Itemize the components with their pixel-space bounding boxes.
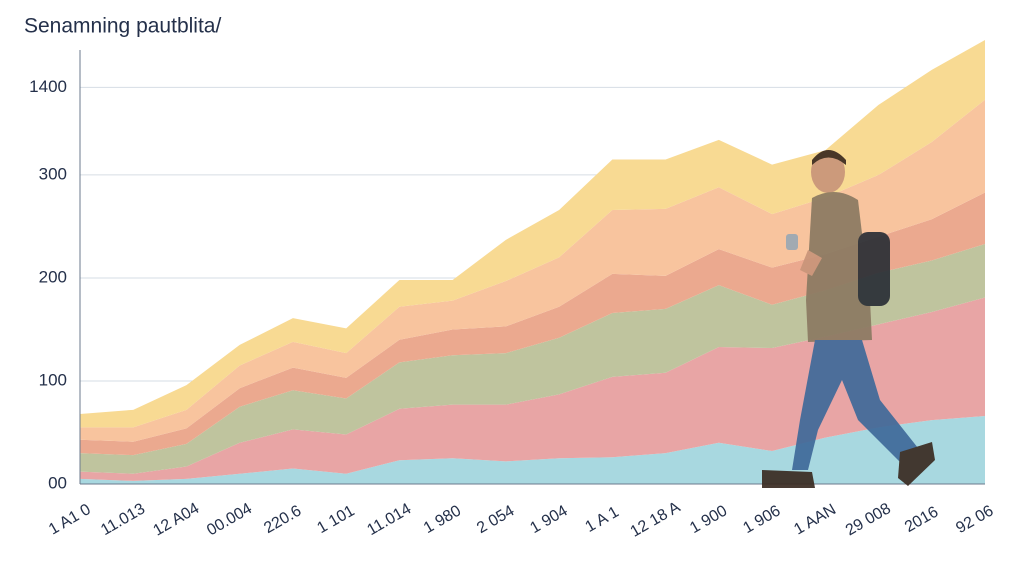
x-tick-label: 1 A1 0 — [46, 501, 94, 538]
x-tick-label: 1 904 — [527, 502, 570, 537]
x-tick-label: 12 18 A — [628, 499, 684, 541]
area — [80, 243, 985, 474]
area — [80, 416, 985, 484]
y-tick-label: 200 — [39, 267, 67, 286]
x-tick-label: 11.013 — [98, 500, 148, 539]
area — [80, 297, 985, 481]
y-tick-label: 1400 — [29, 77, 67, 96]
x-tick-label: 1 900 — [687, 502, 730, 537]
x-tick-label: 2016 — [902, 503, 941, 536]
x-tick-label: 12 A04 — [151, 500, 203, 540]
x-tick-label: 11.014 — [364, 500, 414, 539]
person — [762, 150, 935, 488]
x-tick-label: 1 AAN — [791, 501, 839, 538]
x-tick-label: 1 906 — [740, 502, 783, 537]
area — [80, 99, 985, 442]
x-tick-label: 220.6 — [261, 502, 304, 537]
y-tick-label: 100 — [39, 370, 67, 389]
area — [80, 192, 985, 456]
x-tick-label: 1 980 — [421, 502, 464, 537]
area — [80, 39, 985, 428]
x-tick-label: 29 008 — [843, 500, 894, 539]
y-tick-label: 300 — [39, 164, 67, 183]
chart-title: Senamning pautblita/ — [24, 15, 221, 38]
x-tick-label: 92 06 — [953, 502, 996, 537]
x-tick-label: 1 101 — [314, 502, 357, 537]
y-tick-label: 00 — [48, 473, 67, 492]
x-tick-label: 2 054 — [474, 502, 517, 537]
x-tick-label: 00.004 — [204, 500, 255, 539]
x-tick-label: 1 A 1 — [583, 503, 622, 536]
